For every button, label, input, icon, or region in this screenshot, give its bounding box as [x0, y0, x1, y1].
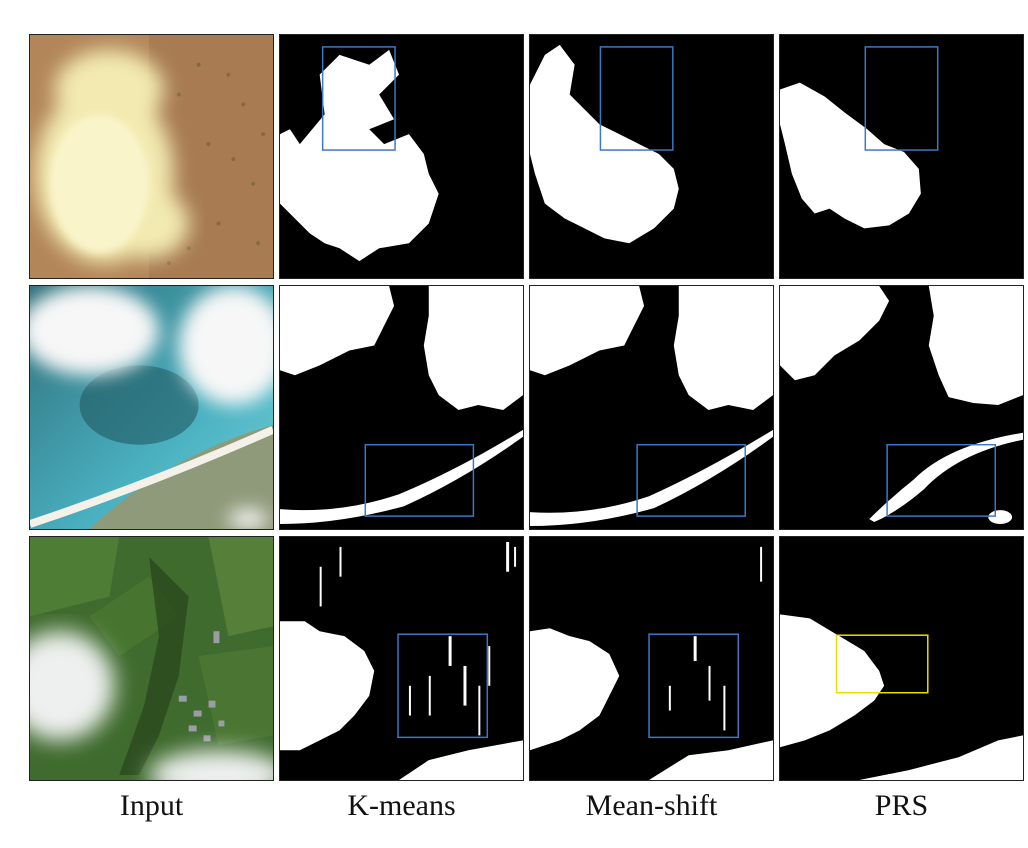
input-image-row3 [30, 537, 273, 780]
kmeans-beach-row2 [280, 429, 523, 525]
highlight-box [864, 46, 939, 151]
highlight-box [364, 443, 475, 517]
prs-cloud-bottom-row3 [859, 735, 1023, 780]
panel-input-row3 [29, 536, 274, 781]
meanshift-mask-row3 [530, 537, 773, 780]
prs-cloud-region-row1 [780, 82, 921, 229]
panel-kmeans-row1 [279, 34, 524, 279]
highlight-box [835, 634, 929, 694]
highlight-box [648, 633, 740, 739]
prs-mask-row3 [780, 537, 1023, 780]
column-label-kmeans: K-means [347, 789, 456, 822]
meanshift-cloud-right-row2 [673, 286, 773, 410]
highlight-box [397, 633, 489, 739]
meanshift-cloud-region-row3 [530, 628, 620, 751]
panel-input-row1 [29, 34, 274, 279]
kmeans-mask-row1 [280, 35, 523, 278]
kmeans-cloud-region-row1 [280, 49, 439, 262]
column-label-input: Input [119, 789, 184, 822]
kmeans-cloud-region-row3 [280, 621, 375, 751]
kmeans-cloud-left-row2 [280, 286, 395, 376]
prs-cloud-left-row2 [780, 286, 890, 381]
highlight-box [636, 443, 746, 517]
beach-line [30, 426, 273, 528]
kmeans-cloud-bottom-row3 [399, 740, 523, 780]
kmeans-mask-row2 [280, 286, 523, 529]
panel-meanshift-row2 [529, 285, 774, 530]
input-image-row2 [30, 286, 273, 529]
meanshift-cloud-region-row1 [530, 44, 679, 244]
prs-mask-row2 [780, 286, 1023, 529]
panel-meanshift-row1 [529, 34, 774, 279]
meanshift-beach-row2 [530, 429, 773, 527]
input-image-row1 [30, 35, 273, 278]
highlight-box [886, 443, 996, 517]
meanshift-cloud-bottom-row3 [649, 740, 773, 780]
kmeans-cloud-right-row2 [423, 286, 523, 410]
meanshift-mask-row1 [530, 35, 773, 278]
panel-prs-row2 [779, 285, 1024, 530]
column-label-meanshift: Mean-shift [585, 789, 718, 822]
prs-cloud-right-row2 [928, 286, 1023, 406]
panel-input-row2 [29, 285, 274, 530]
prs-mask-row1 [780, 35, 1023, 278]
panel-kmeans-row2 [279, 285, 524, 530]
meanshift-mask-row2 [530, 286, 773, 529]
kmeans-mask-row3 [280, 537, 523, 780]
highlight-box [599, 46, 674, 151]
prs-beach-row2 [869, 432, 1023, 523]
column-label-prs: PRS [874, 789, 929, 822]
highlight-box [321, 46, 396, 151]
prs-cloud-region-row3 [780, 614, 885, 748]
panel-kmeans-row3 [279, 536, 524, 781]
panel-meanshift-row3 [529, 536, 774, 781]
panel-prs-row3 [779, 536, 1024, 781]
panel-prs-row1 [779, 34, 1024, 279]
meanshift-cloud-left-row2 [530, 286, 645, 376]
